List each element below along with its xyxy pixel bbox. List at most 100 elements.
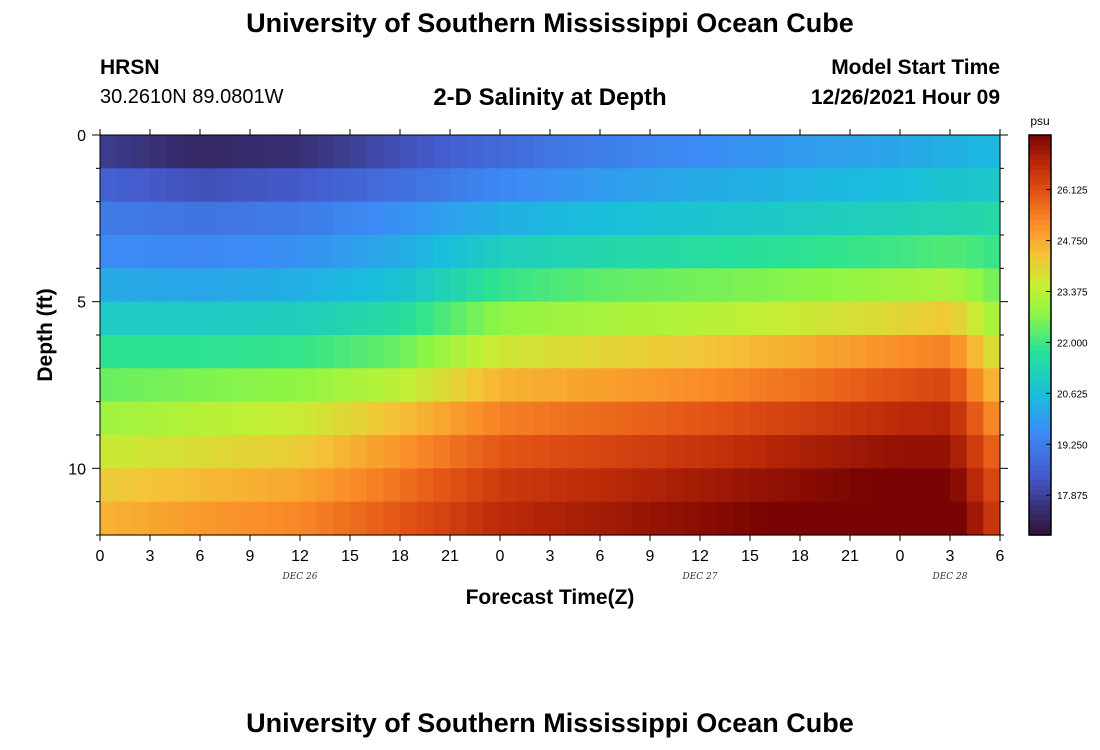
heatmap-cell — [483, 235, 501, 269]
heatmap-cell — [633, 401, 651, 436]
heatmap-cell — [716, 468, 734, 503]
heatmap-cell — [900, 235, 918, 269]
heatmap-cell — [733, 268, 751, 303]
model-start-label: Model Start Time — [831, 56, 1000, 79]
heatmap-cell — [616, 268, 634, 303]
heatmap-cell — [183, 268, 201, 303]
heatmap-cell — [433, 268, 451, 303]
heatmap-cell — [650, 468, 668, 503]
heatmap-cell — [783, 168, 801, 203]
heatmap-cell — [900, 168, 918, 203]
heatmap-cell — [500, 201, 518, 236]
heatmap-cell — [933, 468, 951, 503]
heatmap-cell — [983, 135, 1001, 169]
heatmap-cell — [883, 468, 901, 503]
heatmap-cell — [666, 301, 684, 336]
colorbar-segment — [1029, 235, 1051, 241]
heatmap-cell — [733, 435, 751, 469]
heatmap-cell — [616, 401, 634, 436]
heatmap-cell — [850, 401, 868, 436]
y-tick-label: 0 — [77, 128, 86, 145]
chart-subtitle: 2-D Salinity at Depth — [433, 84, 667, 111]
colorbar-segment — [1029, 365, 1051, 371]
heatmap-cell — [583, 235, 601, 269]
heatmap-cell — [316, 168, 334, 203]
heatmap-cell — [483, 335, 501, 369]
heatmap-cell — [483, 135, 501, 169]
heatmap-cell — [900, 468, 918, 503]
colorbar-segment — [1029, 360, 1051, 366]
heatmap-cell — [200, 335, 218, 369]
colorbar-segment — [1029, 165, 1051, 171]
heatmap-cell — [200, 135, 218, 169]
heatmap-cell — [300, 468, 318, 503]
heatmap-cell — [383, 235, 401, 269]
colorbar-segment — [1029, 335, 1051, 341]
colorbar-segment — [1029, 240, 1051, 246]
heatmap-cell — [716, 368, 734, 403]
heatmap-cell — [383, 268, 401, 303]
heatmap-cell — [500, 235, 518, 269]
heatmap-cell — [450, 468, 468, 503]
x-tick-label: 12 — [291, 548, 309, 565]
heatmap-cell — [450, 335, 468, 369]
colorbar-segment — [1029, 440, 1051, 446]
heatmap-cell — [600, 468, 618, 503]
heatmap-cell — [866, 168, 884, 203]
heatmap-cell — [433, 135, 451, 169]
heatmap-cell — [500, 268, 518, 303]
heatmap-cell — [233, 335, 251, 369]
heatmap-cell — [866, 268, 884, 303]
heatmap-cell — [683, 501, 701, 536]
heatmap-cell — [716, 301, 734, 336]
heatmap-cell — [583, 401, 601, 436]
heatmap-cell — [166, 168, 184, 203]
heatmap-cell — [600, 135, 618, 169]
heatmap-cell — [883, 201, 901, 236]
heatmap-cell — [583, 368, 601, 403]
heatmap-cell — [450, 201, 468, 236]
colorbar-segment — [1029, 270, 1051, 276]
heatmap-cell — [233, 401, 251, 436]
heatmap-cell — [133, 368, 151, 403]
heatmap-cell — [250, 135, 268, 169]
heatmap-cell — [166, 501, 184, 536]
heatmap-cell — [100, 268, 118, 303]
heatmap-cell — [883, 501, 901, 536]
colorbar-segment — [1029, 425, 1051, 431]
heatmap-cell — [700, 301, 718, 336]
heatmap-cell — [950, 501, 968, 536]
heatmap-cell — [283, 401, 301, 436]
heatmap-cell — [483, 401, 501, 436]
heatmap-cell — [566, 435, 584, 469]
heatmap-cell — [516, 135, 534, 169]
heatmap-cell — [550, 201, 568, 236]
heatmap-cell — [100, 468, 118, 503]
heatmap-cell — [900, 401, 918, 436]
colorbar-segment — [1029, 295, 1051, 301]
heatmap-cell — [766, 468, 784, 503]
heatmap-cell — [366, 301, 384, 336]
colorbar-segment — [1029, 300, 1051, 306]
heatmap-cell — [600, 201, 618, 236]
heatmap-cell — [600, 368, 618, 403]
heatmap-cell — [550, 468, 568, 503]
heatmap-cell — [583, 468, 601, 503]
heatmap-cell — [766, 201, 784, 236]
heatmap-cell — [916, 268, 934, 303]
colorbar-tick-label: 24.750 — [1057, 237, 1088, 248]
colorbar-segment — [1029, 290, 1051, 296]
heatmap-cell — [183, 401, 201, 436]
heatmap-cell — [500, 468, 518, 503]
heatmap-cell — [750, 401, 768, 436]
heatmap-cell — [250, 468, 268, 503]
heatmap-cell — [183, 168, 201, 203]
heatmap-cell — [216, 368, 234, 403]
heatmap-cell — [433, 435, 451, 469]
heatmap-cell — [883, 235, 901, 269]
heatmap-cell — [533, 235, 551, 269]
heatmap-cell — [416, 435, 434, 469]
heatmap-cell — [416, 135, 434, 169]
heatmap-cell — [350, 201, 368, 236]
heatmap-cell — [316, 335, 334, 369]
